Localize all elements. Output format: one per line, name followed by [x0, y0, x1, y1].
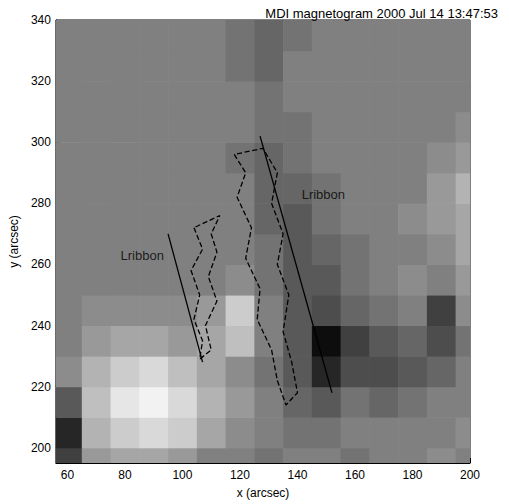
svg-text:120: 120 — [230, 468, 250, 482]
svg-text:320: 320 — [31, 74, 51, 88]
svg-text:260: 260 — [31, 257, 51, 271]
svg-text:60: 60 — [61, 468, 75, 482]
svg-text:200: 200 — [460, 468, 480, 482]
svg-text:MDI magnetogram 2000 Jul 14 13: MDI magnetogram 2000 Jul 14 13:47:53 — [265, 6, 498, 21]
svg-text:Lribbon: Lribbon — [302, 187, 345, 202]
svg-text:200: 200 — [31, 441, 51, 455]
svg-text:300: 300 — [31, 135, 51, 149]
svg-text:x (arcsec): x (arcsec) — [237, 486, 290, 500]
svg-text:180: 180 — [402, 468, 422, 482]
svg-text:y (arcsec): y (arcsec) — [7, 215, 21, 268]
svg-text:280: 280 — [31, 196, 51, 210]
svg-text:220: 220 — [31, 380, 51, 394]
svg-text:Lribbon: Lribbon — [121, 248, 164, 263]
svg-text:240: 240 — [31, 319, 51, 333]
svg-text:100: 100 — [172, 468, 192, 482]
svg-text:340: 340 — [31, 13, 51, 27]
svg-text:80: 80 — [118, 468, 132, 482]
svg-text:160: 160 — [345, 468, 365, 482]
svg-text:140: 140 — [287, 468, 307, 482]
